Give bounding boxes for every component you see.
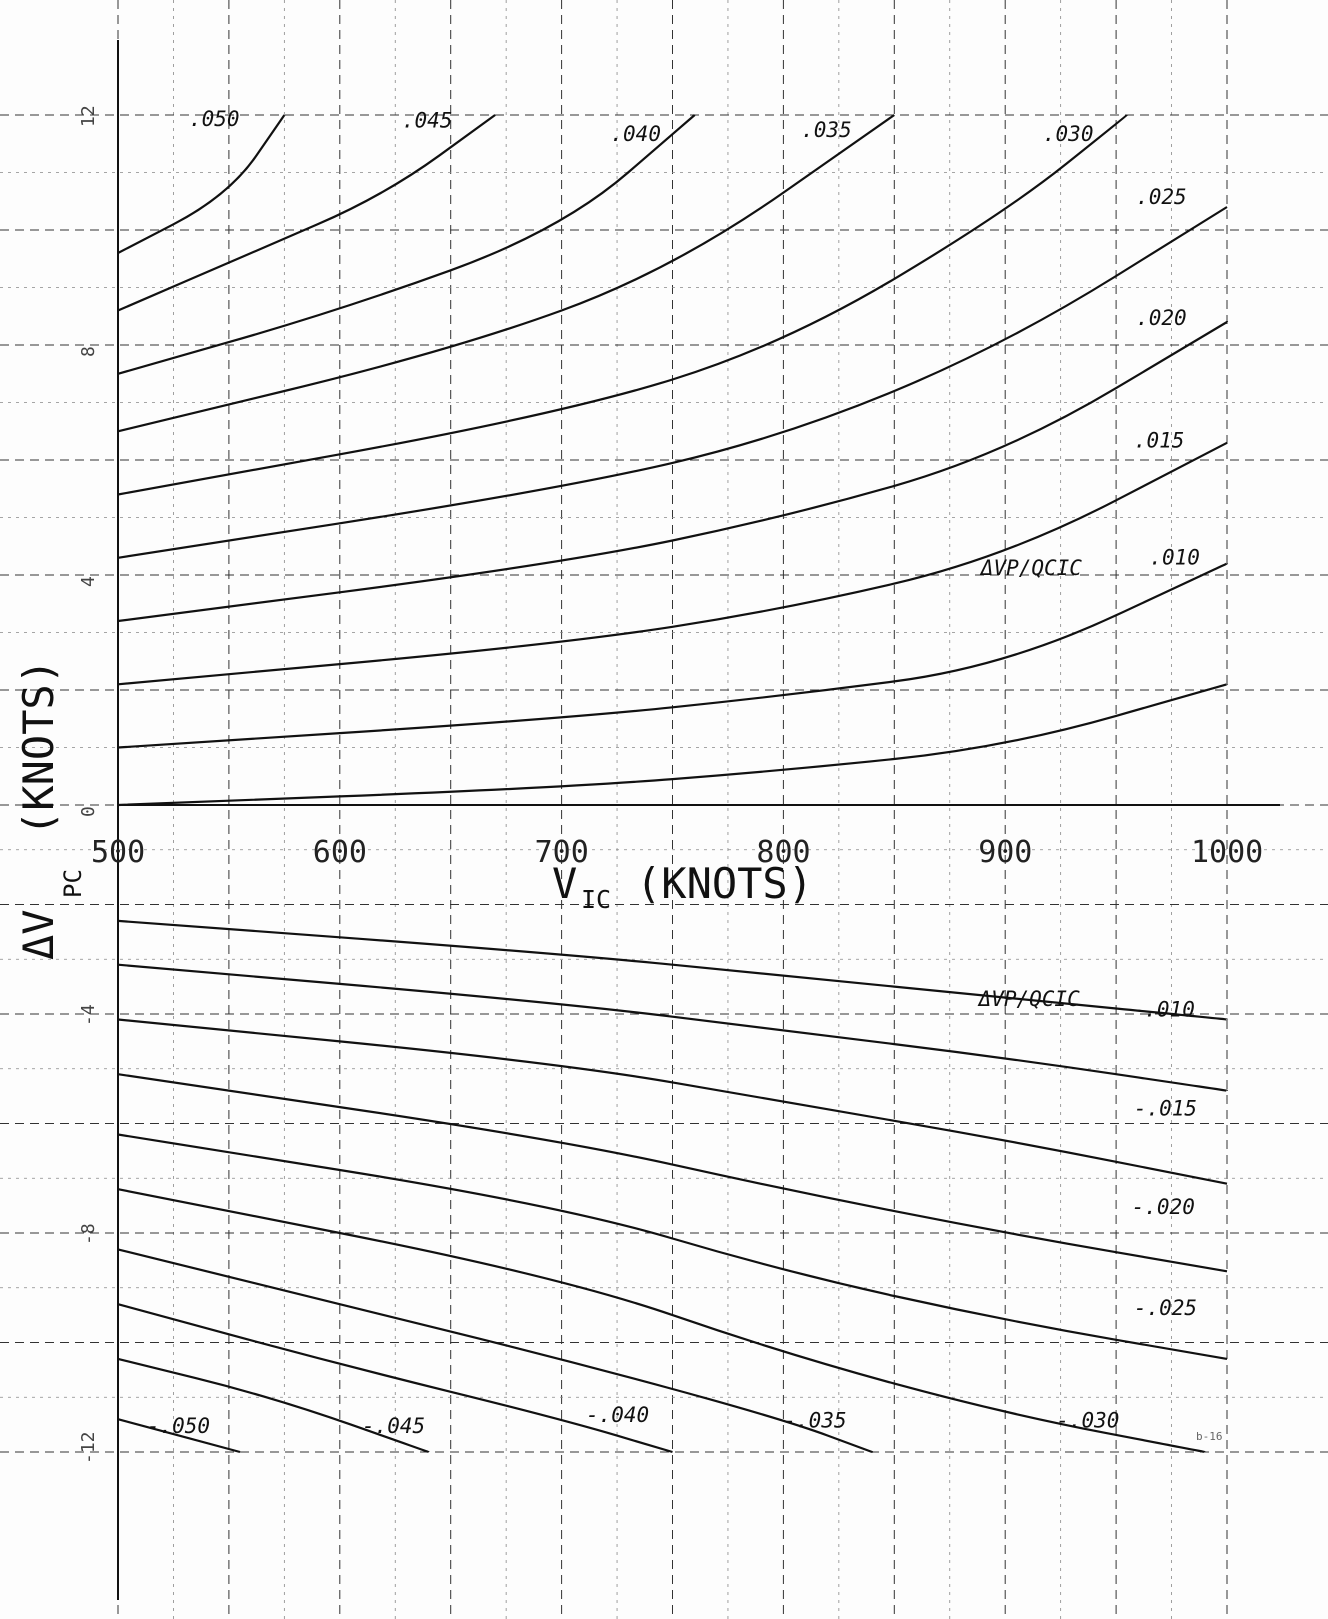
y-tick-label-group: 0 [78,806,99,817]
y-tick-label-group: -12 [78,1431,99,1464]
y-tick-label-group: -4 [78,1004,99,1026]
curve-label: .010 [1149,546,1200,570]
curve-label: -.040 [586,1403,649,1427]
series-line-lower-005 [117,919,1229,1021]
curve-label: .035 [801,118,852,142]
axes [117,40,1280,1600]
curve-label: .040 [610,122,661,146]
y-tick-label-group: 8 [78,346,99,357]
y-axis-title-subscript: PC [59,869,87,898]
series-line-upper-025 [117,206,1228,559]
curve-label-prefix: ΔVP/QCIC [979,556,1083,580]
x-tick-label: 1000 [1191,835,1263,870]
curve-label: -.035 [783,1408,846,1432]
series-line-upper-015 [117,441,1228,686]
x-tick-label: 700 [535,835,589,870]
series-line-lower-030 [117,1188,1206,1454]
y-axis-title: ΔV PC (KNOTS) [14,659,87,960]
y-tick-label: 8 [78,346,99,357]
series-line-lower-010 [117,963,1229,1092]
curve-label: .030 [1043,122,1094,146]
curve-label: -.010 [1132,998,1195,1022]
series-line-upper-040 [117,113,696,375]
x-axis-title-main: V [552,859,577,908]
curve-series [117,113,1229,1454]
curve-label: .015 [1134,428,1185,452]
series-line-lower-015 [117,1018,1228,1185]
y-axis-title-main: ΔV [14,909,63,960]
series-line-upper-010 [117,562,1229,749]
curve-label: -.030 [1056,1408,1119,1432]
y-tick-label: -8 [78,1223,99,1245]
x-axis-title-subscript: IC [581,885,611,914]
y-axis-title-units: (KNOTS) [14,659,63,836]
x-tick-label: 500 [91,835,145,870]
curve-label: .025 [1136,185,1187,209]
curve-label: -.025 [1134,1296,1197,1320]
x-tick-label: 800 [756,835,810,870]
x-axis-title-units: (KNOTS) [636,859,813,908]
x-axis-title: V IC (KNOTS) [552,859,813,914]
series-line-lower-040 [117,1303,673,1454]
series-line-upper-030 [117,114,1129,496]
series-line-upper-035 [117,114,895,433]
series-line-lower-025 [117,1133,1229,1361]
curve-label: -.020 [1132,1195,1195,1219]
series-line-lower-035 [117,1248,874,1454]
y-tick-label: -4 [78,1004,99,1026]
y-tick-label: 12 [78,105,99,127]
figure-note: b-16 [1196,1430,1223,1443]
series-line-lower-045 [117,1357,430,1454]
y-tick-label-group: 4 [78,576,99,587]
y-tick-label-group: -8 [78,1223,99,1245]
x-tick-label: 900 [978,835,1032,870]
tick-labels: 500 600 700 800 900 1000 12 8 4 0 -4 -8 -12 [78,105,1263,1464]
curve-label: .050 [189,107,240,131]
curve-label: .020 [1136,306,1187,330]
series-line-upper-000 [117,683,1228,807]
x-tick-label: 600 [313,835,367,870]
curve-label-prefix: ΔVP/QCIC [977,987,1081,1011]
series-line-upper-020 [117,320,1229,623]
y-tick-label: 4 [78,576,99,587]
series-line-lower-020 [117,1073,1229,1273]
curve-label: -.050 [147,1414,210,1438]
series-line-upper-050 [117,114,286,254]
series-line-upper-045 [117,114,496,312]
curve-label: .045 [402,109,453,133]
curve-label: -.015 [1134,1096,1197,1120]
curve-labels: .050 .045 .040 .035 .030 .025 .020 .015 .010 ΔVP/… [147,107,1200,1438]
y-tick-label-group: 12 [78,105,99,127]
y-tick-label: -12 [78,1431,99,1464]
curve-label: -.045 [362,1414,425,1438]
y-tick-label: 0 [78,806,99,817]
series-line-lower-050 [117,1418,241,1454]
